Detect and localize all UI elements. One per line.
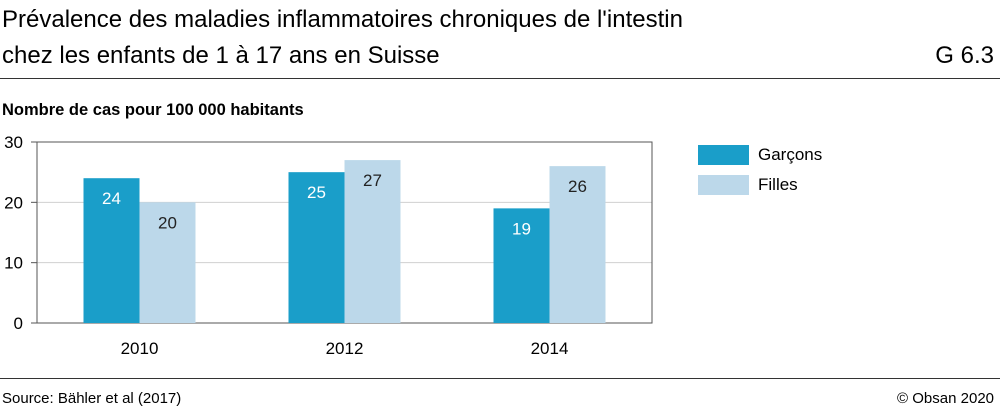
y-tick-label-30: 30 (4, 133, 23, 152)
data-label-garcons-2012: 25 (307, 183, 326, 202)
y-axis-label: Nombre de cas pour 100 000 habitants (2, 101, 304, 119)
bar-garcons-2012 (288, 172, 345, 323)
bar-garcons-2014 (493, 208, 550, 323)
data-label-garcons-2014: 19 (512, 219, 531, 238)
data-label-filles-2010: 20 (158, 213, 177, 232)
chart-title-line-1: Prévalence des maladies inflammatoires c… (2, 6, 683, 33)
y-tick-label-10: 10 (4, 254, 23, 273)
legend-label-filles: Filles (758, 175, 798, 194)
bar-filles-2012 (344, 160, 401, 323)
data-label-filles-2012: 27 (363, 171, 382, 190)
legend-item-filles: Filles (698, 170, 822, 200)
data-label-garcons-2010: 24 (102, 189, 121, 208)
top-divider (0, 78, 1000, 79)
legend-item-garcons: Garçons (698, 140, 822, 170)
x-tick-label-2010: 2010 (121, 339, 159, 358)
bottom-divider (0, 378, 1000, 379)
figure-code: G 6.3 (935, 42, 994, 69)
legend-label-garcons: Garçons (758, 145, 823, 164)
bar-filles-2010 (139, 202, 196, 323)
y-tick-label-0: 0 (14, 314, 23, 333)
chart-title: Prévalence des maladies inflammatoires c… (2, 2, 882, 74)
source-note: Source: Bähler et al (2017) (2, 390, 182, 407)
legend-swatch-garcons (698, 145, 749, 165)
chart-title-line-2: chez les enfants de 1 à 17 ans en Suisse (2, 42, 440, 69)
data-label-filles-2014: 26 (568, 177, 587, 196)
x-tick-label-2012: 2012 (326, 339, 364, 358)
bar-filles-2014 (549, 166, 606, 323)
copyright-note: © Obsan 2020 (897, 390, 994, 407)
legend: Garçons Filles (698, 140, 822, 200)
legend-swatch-filles (698, 175, 749, 195)
y-tick-label-20: 20 (4, 193, 23, 212)
x-tick-label-2014: 2014 (531, 339, 569, 358)
bar-garcons-2010 (83, 178, 140, 323)
